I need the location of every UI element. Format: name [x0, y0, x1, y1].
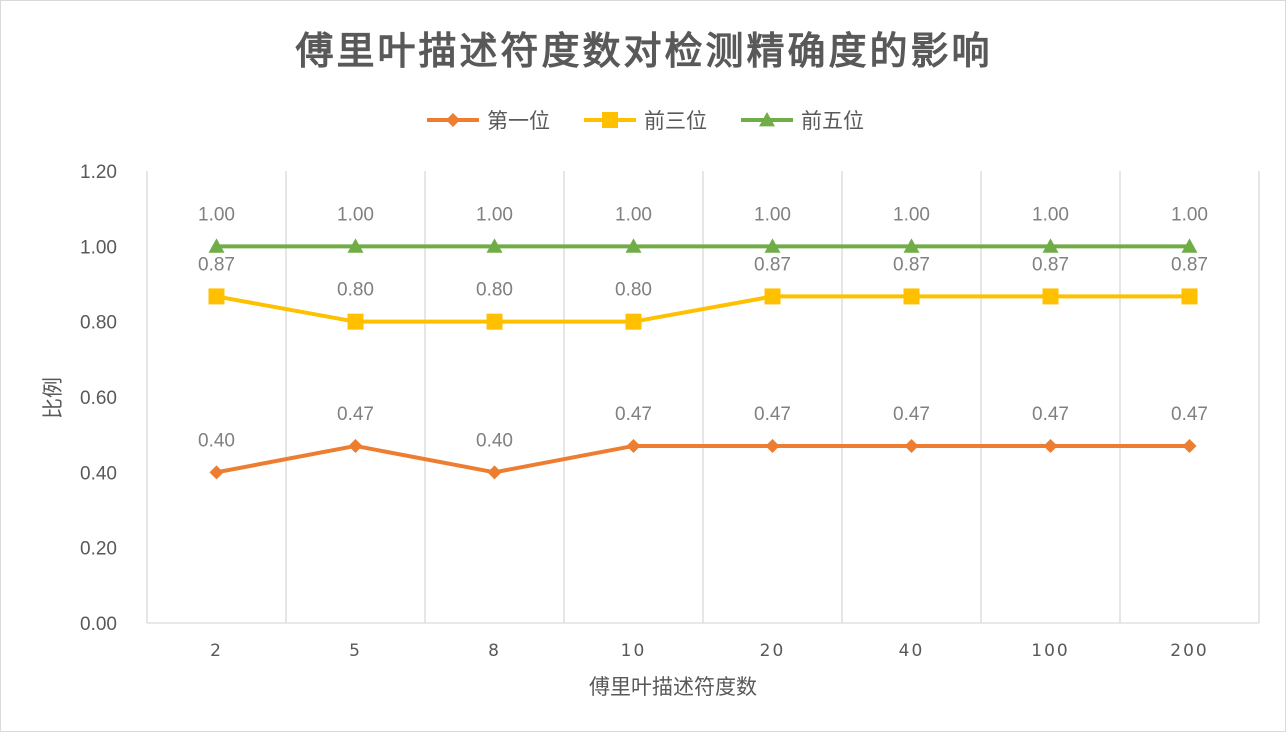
- data-point: [764, 238, 781, 253]
- legend-label: 前三位: [644, 109, 707, 133]
- data-point: [625, 313, 642, 330]
- data-point: [625, 238, 642, 253]
- x-tick-label: 200: [1170, 641, 1208, 661]
- data-label: 1.00: [1171, 204, 1208, 225]
- data-label: 0.87: [1171, 254, 1208, 275]
- data-point: [486, 238, 503, 253]
- y-tick-label: 0.60: [80, 388, 117, 409]
- x-tick-label: 10: [621, 641, 647, 661]
- y-tick-label: 0.80: [80, 313, 117, 334]
- data-point: [904, 438, 919, 453]
- data-label: 1.00: [198, 204, 235, 225]
- legend-item: 前三位: [584, 109, 707, 133]
- x-axis-ticks: 2 5 8 10 20 40 100 200: [210, 641, 1208, 661]
- data-point: [1042, 288, 1059, 305]
- data-point: [903, 288, 920, 305]
- y-tick-label: 1.20: [80, 162, 117, 183]
- y-tick-label: 0.00: [80, 614, 117, 635]
- legend-item: 前五位: [741, 109, 864, 133]
- data-point: [1182, 438, 1197, 453]
- data-label: 1.00: [754, 204, 791, 225]
- x-tick-label: 100: [1031, 641, 1069, 661]
- x-tick-label: 5: [349, 641, 362, 661]
- data-label: 0.40: [476, 430, 513, 451]
- legend-item: 第一位: [427, 109, 550, 133]
- data-point: [903, 238, 920, 253]
- data-point: [209, 465, 224, 480]
- data-point: [765, 438, 780, 453]
- data-point: [208, 238, 225, 253]
- x-tick-label: 40: [899, 641, 925, 661]
- y-tick-label: 1.00: [80, 237, 117, 258]
- data-point: [348, 438, 363, 453]
- legend-label: 第一位: [487, 109, 550, 133]
- data-label: 0.47: [337, 404, 374, 425]
- data-point: [1181, 288, 1198, 305]
- legend: 第一位 前三位 前五位: [427, 109, 864, 133]
- legend-marker: [759, 112, 775, 127]
- data-label: 0.47: [754, 404, 791, 425]
- x-tick-label: 2: [210, 641, 223, 661]
- series-layer: [208, 238, 1198, 480]
- data-label: 0.87: [893, 254, 930, 275]
- x-axis-title: 傅里叶描述符度数: [589, 675, 757, 699]
- data-label: 0.80: [337, 280, 374, 301]
- data-label: 0.47: [1032, 404, 1069, 425]
- data-label: 1.00: [1032, 204, 1069, 225]
- y-axis-ticks: 0.00 0.20 0.40 0.60 0.80 1.00 1.20: [80, 162, 117, 635]
- data-label: 0.87: [198, 254, 235, 275]
- data-label: 0.40: [198, 430, 235, 451]
- data-point: [626, 438, 641, 453]
- y-axis-title: 比例: [41, 377, 65, 419]
- data-point: [347, 238, 364, 253]
- data-point: [1181, 238, 1198, 253]
- data-labels: 0.40 0.47 0.40 0.47 0.47 0.47 0.47 0.47 0.87 0.80…: [198, 204, 1208, 451]
- data-label: 1.00: [476, 204, 513, 225]
- legend-label: 前五位: [801, 109, 864, 133]
- data-label: 0.80: [615, 280, 652, 301]
- chart-title: 傅里叶描述符度数对检测精确度的影响: [294, 29, 992, 73]
- legend-marker: [602, 112, 618, 128]
- x-tick-label: 8: [488, 641, 501, 661]
- data-label: 0.80: [476, 280, 513, 301]
- data-label: 0.47: [1171, 404, 1208, 425]
- data-label: 0.47: [893, 404, 930, 425]
- data-point: [208, 288, 225, 305]
- data-point: [1042, 238, 1059, 253]
- data-label: 0.87: [1032, 254, 1069, 275]
- series-line: [216, 443, 1190, 475]
- x-tick-label: 20: [760, 641, 786, 661]
- y-tick-label: 0.20: [80, 539, 117, 560]
- data-label: 0.47: [615, 404, 652, 425]
- data-point: [486, 313, 503, 330]
- data-point: [764, 288, 781, 305]
- data-point: [347, 313, 364, 330]
- data-label: 1.00: [893, 204, 930, 225]
- series-line: [216, 294, 1190, 324]
- data-label: 1.00: [615, 204, 652, 225]
- data-label: 0.87: [754, 254, 791, 275]
- data-point: [487, 465, 502, 480]
- data-point: [1043, 438, 1058, 453]
- data-label: 1.00: [337, 204, 374, 225]
- y-tick-label: 0.40: [80, 463, 117, 484]
- gridlines: [146, 171, 1260, 624]
- legend-marker: [446, 113, 460, 127]
